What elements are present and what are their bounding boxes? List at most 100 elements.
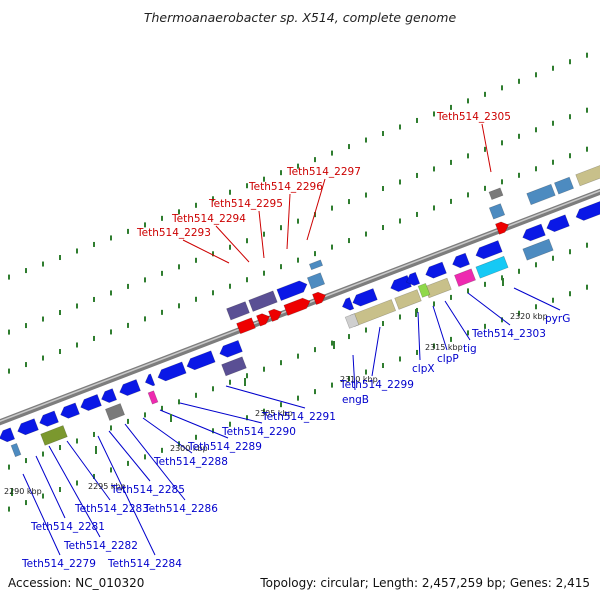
gene-arrow xyxy=(475,255,509,279)
guide-dot xyxy=(433,205,435,211)
leader-line xyxy=(467,292,511,326)
guide-dot xyxy=(42,493,44,499)
gene-features xyxy=(0,165,600,458)
guide-dot xyxy=(297,353,299,359)
guide-dot xyxy=(535,127,537,133)
guide-dot xyxy=(382,131,384,137)
gene-arrow xyxy=(0,427,16,443)
guide-dot xyxy=(484,281,486,287)
leader-line xyxy=(432,305,448,351)
guide-dot xyxy=(263,176,265,182)
scale-ticks: 2290 kbp 2295 kbp 2300 kbp 2305 kbp 2310 kbp… xyxy=(4,278,548,496)
guide-dot xyxy=(535,262,537,268)
guide-dot xyxy=(263,408,265,414)
gene-arrow xyxy=(488,187,504,201)
guide-dot xyxy=(331,244,333,250)
guide-dot xyxy=(25,458,27,464)
tick-mark xyxy=(502,278,504,286)
guide-dot xyxy=(76,303,78,309)
reverse-gene-label: Teth514_2281 xyxy=(30,521,105,533)
leader-line xyxy=(215,225,250,263)
forward-gene-label: Teth514_2293 xyxy=(136,227,211,239)
leader-line xyxy=(444,300,471,341)
guide-dot xyxy=(93,241,95,247)
guide-dot xyxy=(127,418,129,424)
guide-dot xyxy=(144,222,146,228)
gene-arrow xyxy=(236,317,256,335)
guide-dot xyxy=(76,342,78,348)
guide-dot xyxy=(501,275,503,281)
guide-dot xyxy=(110,329,112,335)
guide-dot xyxy=(518,172,520,178)
guide-dot xyxy=(365,369,367,375)
guide-dot xyxy=(467,153,469,159)
guide-dot xyxy=(263,366,265,372)
reverse-gene-label: clpX xyxy=(412,363,435,375)
guide-dot xyxy=(8,506,10,512)
gene-arrow xyxy=(352,288,378,307)
guide-dot xyxy=(76,480,78,486)
guide-dot xyxy=(416,172,418,178)
gene-arrow xyxy=(157,361,187,382)
guide-dot xyxy=(399,179,401,185)
guide-dot xyxy=(399,314,401,320)
tick-label: 2290 kbp xyxy=(4,487,42,496)
guide-dot xyxy=(195,392,197,398)
reverse-gene-label: Teth514_2289 xyxy=(187,441,262,453)
forward-gene-label: Teth514_2305 xyxy=(436,111,511,123)
guide-dot xyxy=(110,235,112,241)
leader-line xyxy=(35,455,66,519)
guide-dot xyxy=(76,248,78,254)
guide-dot xyxy=(93,335,95,341)
reverse-gene-label: Teth514_2299 xyxy=(339,379,414,391)
guide-dot xyxy=(348,376,350,382)
guide-dot xyxy=(348,238,350,244)
guide-dot xyxy=(518,268,520,274)
guide-dot xyxy=(93,296,95,302)
reverse-gene-label: pyrG xyxy=(545,313,570,325)
guide-dot xyxy=(586,284,588,290)
guide-dot xyxy=(93,431,95,437)
guide-dot xyxy=(246,373,248,379)
guide-dot xyxy=(144,412,146,418)
leader-line xyxy=(225,385,306,409)
leader-line xyxy=(97,435,156,556)
guide-dot xyxy=(382,186,384,192)
gene-arrow xyxy=(575,165,600,187)
guide-dot xyxy=(365,231,367,237)
leader-line xyxy=(417,311,421,361)
leader-line xyxy=(258,210,265,259)
guide-dot xyxy=(42,355,44,361)
gene-arrow xyxy=(344,313,360,329)
guide-dot xyxy=(212,251,214,257)
guide-dot xyxy=(348,144,350,150)
guide-dot xyxy=(348,334,350,340)
reverse-gene-label: Teth514_2290 xyxy=(221,426,296,438)
gene-arrow xyxy=(60,402,80,419)
reverse-gene-label: Teth514_2285 xyxy=(110,484,185,496)
guide-dot xyxy=(365,192,367,198)
reverse-gene-label: engB xyxy=(342,394,369,406)
gene-arrow xyxy=(390,275,412,292)
guide-dot xyxy=(229,189,231,195)
reverse-gene-label: clpP xyxy=(437,353,459,365)
guide-dot xyxy=(399,356,401,362)
guide-dot xyxy=(297,257,299,263)
guide-dot xyxy=(280,264,282,270)
guide-dot xyxy=(25,500,27,506)
reverse-gene-label: Teth514_2282 xyxy=(63,540,138,552)
guide-dot xyxy=(569,291,571,297)
gene-arrow xyxy=(40,425,68,446)
guide-dot xyxy=(127,283,129,289)
gene-arrow xyxy=(406,271,421,286)
tick-label: 2315 kbp xyxy=(425,343,463,352)
guide-dot xyxy=(25,362,27,368)
reverse-gene-label: Teth514_2286 xyxy=(143,503,218,515)
guide-dot xyxy=(59,310,61,316)
gene-arrow xyxy=(221,356,247,377)
guide-dot xyxy=(467,330,469,336)
guide-dot xyxy=(314,389,316,395)
guide-dot xyxy=(552,65,554,71)
guide-dot xyxy=(263,231,265,237)
